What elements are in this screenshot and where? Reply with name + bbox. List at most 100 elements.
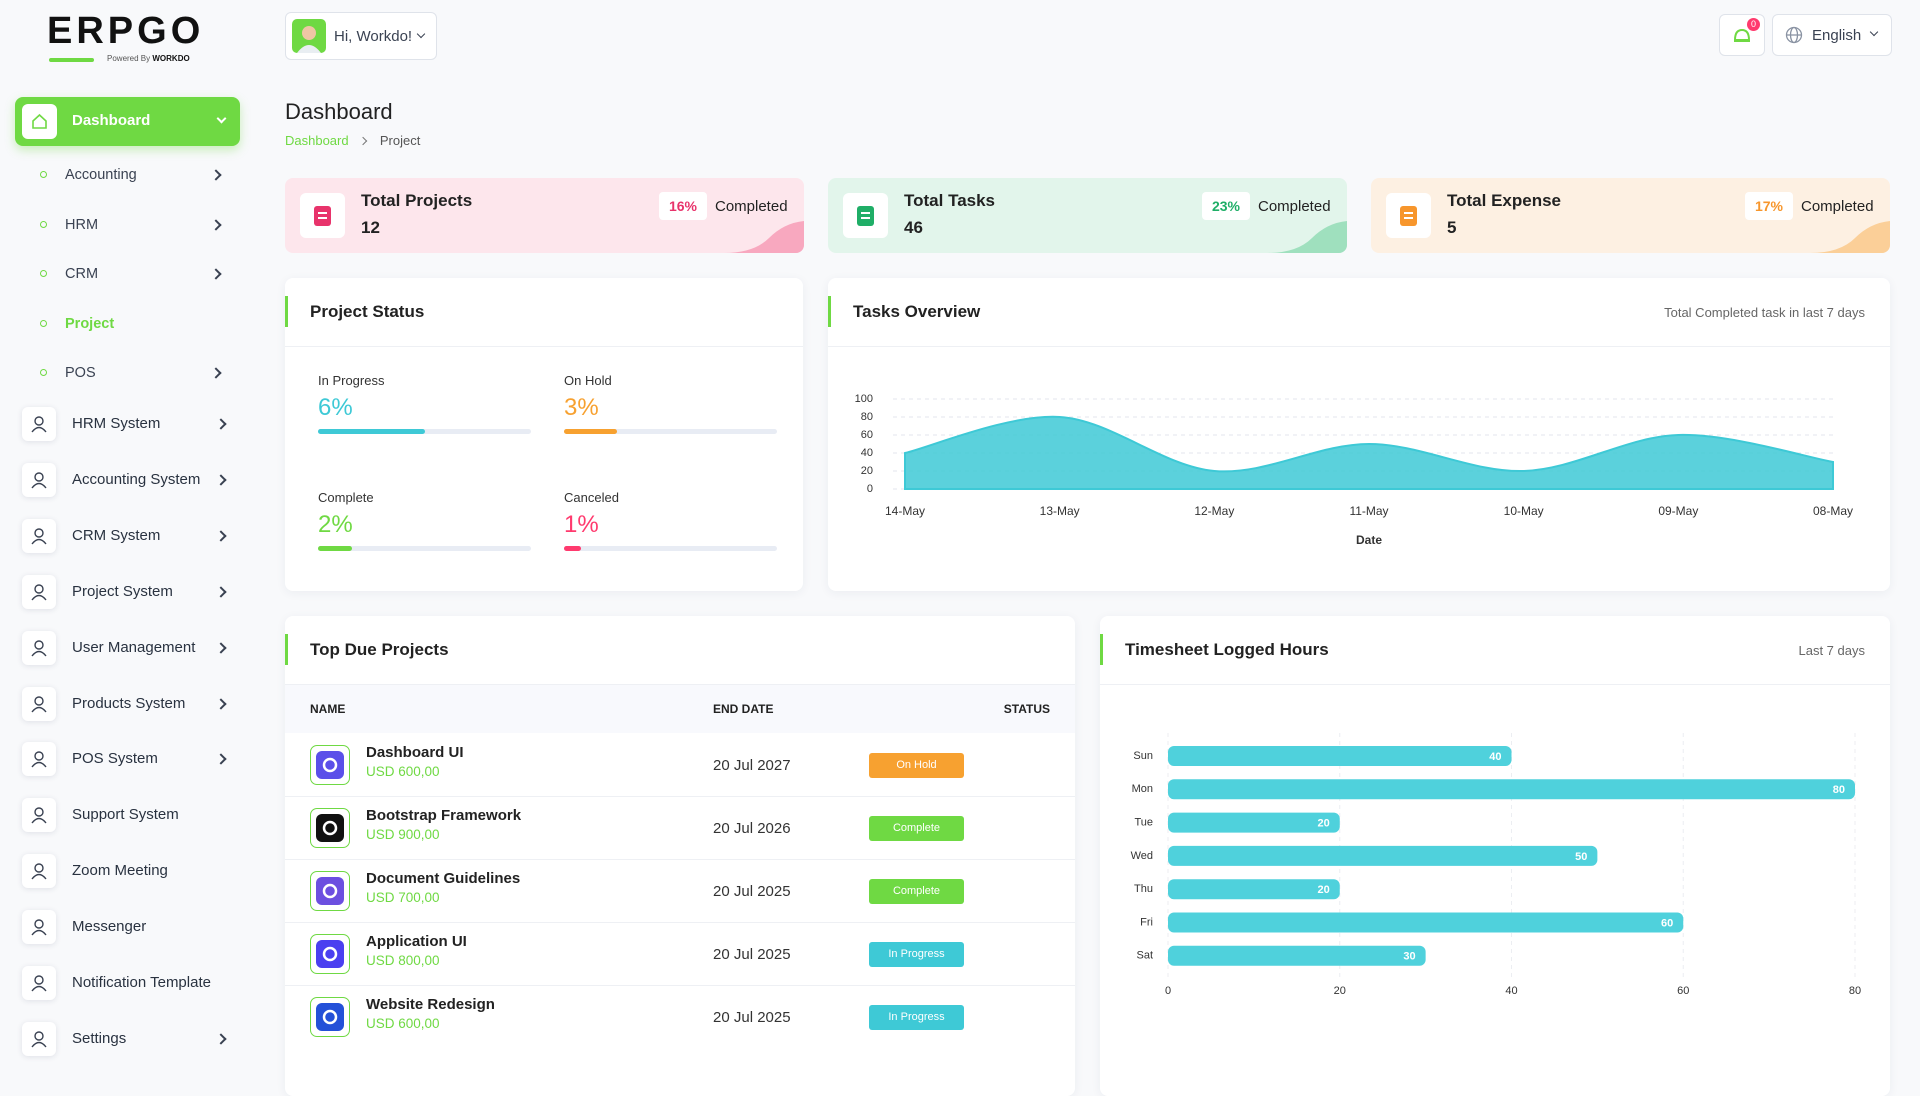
project-name[interactable]: Document Guidelines (366, 870, 520, 887)
card-divider (285, 346, 803, 347)
nav-bullet (40, 369, 47, 376)
row-divider (285, 796, 1075, 797)
chevron (215, 586, 226, 597)
project-name[interactable]: Application UI (366, 933, 467, 950)
globe-icon (1785, 26, 1803, 44)
stat-icon (1386, 193, 1431, 238)
notification-button[interactable]: 0 (1719, 14, 1765, 56)
stat-glyph (1386, 193, 1431, 238)
breadcrumb-link[interactable]: Dashboard (285, 133, 349, 148)
column-header: END DATE (713, 702, 773, 716)
nav-sub-label[interactable]: Accounting (65, 167, 137, 183)
project-amount: USD 800,00 (366, 953, 440, 968)
nav-label[interactable]: Zoom Meeting (72, 862, 168, 879)
card-wave (1810, 213, 1890, 253)
stat-percent: 17% (1745, 192, 1793, 220)
nav-label[interactable]: User Management (72, 639, 195, 656)
breadcrumb-current: Project (380, 133, 420, 148)
nav-label[interactable]: HRM System (72, 415, 160, 432)
nav-label[interactable]: Notification Template (72, 974, 211, 991)
stat-glyph (300, 193, 345, 238)
nav-label[interactable]: Accounting System (72, 471, 200, 488)
card-title: Top Due Projects (310, 640, 449, 660)
stat-percent: 16% (659, 192, 707, 220)
row-divider (285, 922, 1075, 923)
stat-status: Completed (1258, 198, 1331, 215)
chevron (217, 114, 227, 124)
chevron (215, 1033, 226, 1044)
end-date: 20 Jul 2025 (713, 1009, 791, 1026)
row-divider (285, 859, 1075, 860)
project-name[interactable]: Dashboard UI (366, 744, 464, 761)
chevron (215, 530, 226, 541)
nav-icon (22, 631, 56, 665)
stat-title: Total Projects (361, 191, 472, 211)
project-name[interactable]: Bootstrap Framework (366, 807, 521, 824)
language: English (1812, 27, 1861, 44)
logo-underline (49, 58, 94, 62)
nav-glyph (22, 575, 56, 609)
stat-title: Total Tasks (904, 191, 995, 211)
nav-icon (22, 463, 56, 497)
nav-sub-label[interactable]: CRM (65, 266, 98, 282)
project-amount: USD 600,00 (366, 764, 440, 779)
top-due-projects-card: Top Due Projects NAME END DATE STATUS Dashbo… (285, 616, 1075, 1096)
project-name[interactable]: Website Redesign (366, 996, 495, 1013)
nav-label[interactable]: Products System (72, 695, 185, 712)
card-title: Tasks Overview (853, 302, 980, 322)
stat-value: 46 (904, 218, 923, 238)
stat-value: 5 (1447, 218, 1456, 238)
column-header: NAME (310, 702, 345, 716)
nav-label[interactable]: Messenger (72, 918, 146, 935)
end-date: 20 Jul 2025 (713, 946, 791, 963)
card-accent (828, 296, 831, 327)
card-subtitle: Total Completed task in last 7 days (1664, 305, 1865, 320)
logo-tagline: Powered By WORKDO (107, 54, 190, 63)
stat-glyph (843, 193, 888, 238)
nav-icon (22, 1022, 56, 1056)
stat-icon (843, 193, 888, 238)
end-date: 20 Jul 2025 (713, 883, 791, 900)
chevron (215, 474, 226, 485)
breadcrumb-separator (359, 137, 367, 145)
project-icon (310, 997, 350, 1037)
home-icon (22, 104, 57, 139)
stat-status: Completed (715, 198, 788, 215)
progress-fill (564, 429, 617, 434)
project-amount: USD 600,00 (366, 1016, 440, 1031)
column-header: STATUS (1004, 702, 1050, 716)
project-icon (310, 934, 350, 974)
stat-title: Total Expense (1447, 191, 1561, 211)
language-selector[interactable]: English (1772, 14, 1892, 56)
status-label: Complete (318, 490, 374, 505)
nav-label[interactable]: Support System (72, 806, 179, 823)
nav-label[interactable]: Settings (72, 1030, 126, 1047)
stat-card: Total Projects1216%Completed (285, 178, 804, 253)
status-badge: Complete (869, 816, 964, 841)
nav-bullet (40, 320, 47, 327)
row-divider (285, 985, 1075, 986)
nav-glyph (22, 798, 56, 832)
nav-glyph (22, 1022, 56, 1056)
chevron (210, 367, 221, 378)
nav-sub-label[interactable]: POS (65, 365, 96, 381)
status-value: 6% (318, 394, 353, 422)
avatar (292, 19, 326, 53)
project-status-card: Project StatusIn Progress6%On Hold3%Comp… (285, 278, 803, 591)
end-date: 20 Jul 2027 (713, 757, 791, 774)
nav-item-active[interactable]: Dashboard (15, 97, 240, 146)
nav-icon (22, 742, 56, 776)
nav-icon (22, 910, 56, 944)
project-logo (311, 872, 349, 910)
nav-label[interactable]: POS System (72, 750, 158, 767)
nav-label[interactable]: Project System (72, 583, 173, 600)
status-badge: Complete (869, 879, 964, 904)
nav-sub-label[interactable]: HRM (65, 217, 98, 233)
nav-sub-label[interactable]: Project (65, 316, 114, 332)
project-icon (310, 871, 350, 911)
nav-label[interactable]: CRM System (72, 527, 160, 544)
card-wave (1267, 213, 1347, 253)
card-subtitle: Last 7 days (1799, 643, 1866, 658)
user-menu[interactable]: Hi, Workdo! (285, 12, 437, 60)
